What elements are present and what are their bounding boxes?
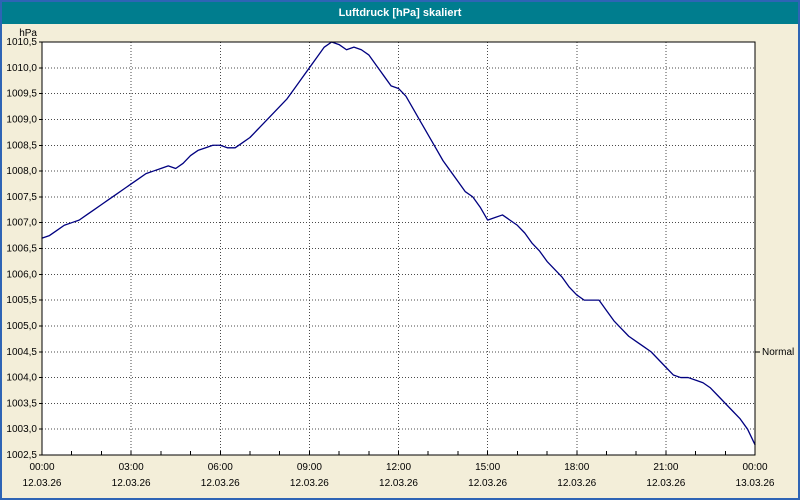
pressure-line: [41, 41, 756, 446]
y-tick-label: 1004,5: [6, 347, 37, 358]
x-tick-date-label: 12.03.26: [201, 478, 240, 489]
x-tick-time-label: 09:00: [297, 462, 322, 473]
x-tick-time-label: 03:00: [119, 462, 144, 473]
y-tick-label: 1007,0: [6, 218, 37, 229]
x-tick-date-label: 12.03.26: [468, 478, 507, 489]
x-tick-date-label: 12.03.26: [290, 478, 329, 489]
y-tick-label: 1005,0: [6, 321, 37, 332]
y-tick-label: 1004,0: [6, 373, 37, 384]
y-tick-label: 1005,5: [6, 295, 37, 306]
x-tick-date-label: 13.03.26: [736, 478, 775, 489]
y-tick-label: 1009,5: [6, 89, 37, 100]
y-tick-label: 1008,0: [6, 166, 37, 177]
y-tick-label: 1002,5: [6, 450, 37, 461]
y-tick-label: 1006,5: [6, 244, 37, 255]
x-tick-time-label: 00:00: [29, 462, 54, 473]
y-tick-label: 1010,0: [6, 63, 37, 74]
x-tick-time-label: 18:00: [564, 462, 589, 473]
y-axis-unit-label: hPa: [19, 28, 37, 39]
x-tick-time-label: 00:00: [742, 462, 767, 473]
title-bar: Luftdruck [hPa] skaliert: [2, 2, 798, 24]
x-tick-date-label: 12.03.26: [112, 478, 151, 489]
pressure-chart-svg: 1002,5 1003,0 1003,5 1004,0 1004,5 1005,0 1005…: [6, 28, 794, 489]
x-tick-date-label: 12.03.26: [379, 478, 418, 489]
window-title: Luftdruck [hPa] skaliert: [338, 7, 462, 19]
y-tick-label: 1009,0: [6, 114, 37, 125]
x-tick-time-label: 12:00: [386, 462, 411, 473]
y-tick-label: 1010,5: [6, 37, 37, 48]
x-tick-time-label: 21:00: [653, 462, 678, 473]
x-tick-date-label: 12.03.26: [646, 478, 685, 489]
x-tick-time-label: 06:00: [208, 462, 233, 473]
y-tick-label: 1008,5: [6, 140, 37, 151]
x-tick-time-label: 15:00: [475, 462, 500, 473]
minor-x-ticks: [41, 451, 756, 455]
gridlines: [42, 42, 755, 455]
y-tick-label: 1007,5: [6, 192, 37, 203]
y-tick-label: 1006,0: [6, 269, 37, 280]
normal-annotation: Normal: [755, 347, 794, 358]
x-axis-labels: 00:00 12.03.26 03:00 12.03.26 06:00 12.03.26 0…: [23, 462, 775, 489]
x-tick-date-label: 12.03.26: [557, 478, 596, 489]
x-tick-date-label: 12.03.26: [23, 478, 62, 489]
y-tick-label: 1003,5: [6, 398, 37, 409]
normal-label: Normal: [762, 347, 794, 358]
plot-frame: [41, 41, 756, 456]
y-tick-label: 1003,0: [6, 424, 37, 435]
y-axis-labels: 1002,5 1003,0 1003,5 1004,0 1004,5 1005,0 1005…: [6, 37, 42, 461]
